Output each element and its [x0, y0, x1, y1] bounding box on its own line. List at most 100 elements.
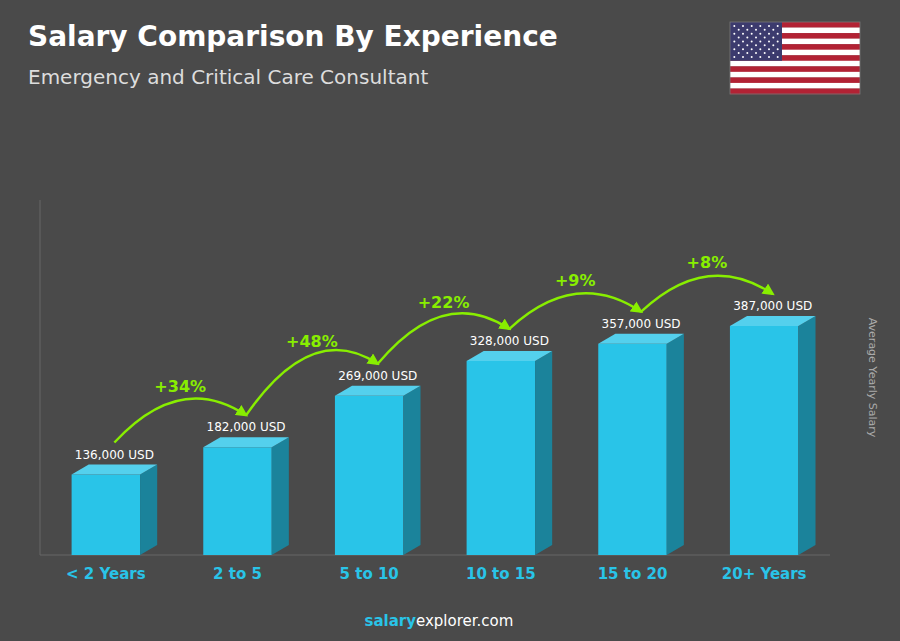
- bar-group: [203, 437, 289, 555]
- flag-star: [733, 56, 735, 58]
- flag-stripe: [730, 72, 860, 78]
- x-tick-label: 5 to 10: [340, 565, 399, 583]
- bar-group: [467, 351, 553, 555]
- flag-star: [742, 48, 744, 50]
- bar: [730, 326, 798, 555]
- flag-star: [742, 56, 744, 58]
- bar: [598, 344, 666, 555]
- flag-star: [751, 56, 753, 58]
- chart-container: Salary Comparison By ExperienceEmergency…: [0, 0, 900, 641]
- flag-star: [738, 29, 740, 31]
- flag-star: [742, 40, 744, 42]
- flag-star: [759, 33, 761, 35]
- bar-group: [72, 465, 158, 555]
- labels: 136,000 USD < 2 Years 182,000 USD 2 to 5 269…: [66, 299, 812, 583]
- flag-star: [759, 25, 761, 27]
- x-axis-line: [40, 555, 830, 556]
- flag-star: [777, 48, 779, 50]
- bar-top: [730, 316, 816, 326]
- x-tick-label: 10 to 15: [466, 565, 536, 583]
- flag-star: [772, 37, 774, 39]
- flag: [730, 22, 860, 94]
- change-label: +22%: [418, 293, 470, 312]
- flag-star: [755, 37, 757, 39]
- flag-star: [738, 44, 740, 46]
- flag-star: [764, 44, 766, 46]
- value-label: 269,000 USD: [338, 369, 417, 383]
- flag-star: [772, 29, 774, 31]
- flag-star: [777, 40, 779, 42]
- bar: [72, 475, 140, 555]
- flag-star: [777, 33, 779, 35]
- bar-side: [403, 386, 420, 555]
- flag-star: [772, 52, 774, 54]
- flag-star: [768, 25, 770, 27]
- footer: salary: [365, 612, 417, 630]
- flag-star: [759, 56, 761, 58]
- footer: explorer.com: [416, 612, 513, 630]
- flag-star: [759, 40, 761, 42]
- flag-star: [746, 44, 748, 46]
- flag-star: [764, 52, 766, 54]
- flag-canton: [730, 22, 782, 61]
- x-tick-label: 2 to 5: [213, 565, 262, 583]
- flag-star: [738, 37, 740, 39]
- flag-star: [777, 56, 779, 58]
- flag-star: [733, 33, 735, 35]
- flag-star: [764, 37, 766, 39]
- flag-star: [751, 48, 753, 50]
- flag-star: [759, 48, 761, 50]
- bar-group: [335, 386, 421, 555]
- flag-star: [768, 33, 770, 35]
- flag-stripe: [730, 83, 860, 89]
- subtitle: Emergency and Critical Care Consultant: [28, 65, 428, 89]
- flag-star: [742, 25, 744, 27]
- flag-star: [733, 48, 735, 50]
- flag-star: [742, 33, 744, 35]
- flag-stripe: [730, 61, 860, 67]
- bar-top: [72, 465, 158, 475]
- flag-star: [733, 25, 735, 27]
- y-axis-line: [40, 200, 41, 555]
- flag-star: [755, 52, 757, 54]
- change-label: +8%: [687, 253, 728, 272]
- change-arrow: [246, 350, 378, 415]
- flag-star: [768, 56, 770, 58]
- change-label: +9%: [555, 271, 596, 290]
- flag-star: [738, 52, 740, 54]
- x-tick-label: < 2 Years: [66, 565, 146, 583]
- bar-side: [667, 334, 684, 555]
- bar-top: [467, 351, 553, 361]
- value-label: 136,000 USD: [75, 448, 154, 462]
- value-label: 182,000 USD: [207, 420, 286, 434]
- change-arrow: [378, 313, 510, 364]
- flag-stripe: [730, 88, 860, 94]
- flag-star: [768, 48, 770, 50]
- bar-side: [535, 351, 552, 555]
- flag-star: [751, 25, 753, 27]
- flag-star: [746, 37, 748, 39]
- bar-side: [140, 465, 157, 555]
- bar: [335, 396, 403, 555]
- bar-top: [598, 334, 684, 344]
- bar-side: [272, 437, 289, 555]
- flag-star: [755, 29, 757, 31]
- x-tick-label: 15 to 20: [598, 565, 668, 583]
- flag-star: [772, 44, 774, 46]
- flag-star: [751, 33, 753, 35]
- value-label: 328,000 USD: [470, 334, 549, 348]
- y-axis-label: Average Yearly Salary: [866, 318, 879, 438]
- value-label: 357,000 USD: [602, 317, 681, 331]
- change-label: +48%: [286, 332, 338, 351]
- flag-star: [751, 40, 753, 42]
- change-arrow: [509, 293, 641, 329]
- x-tick-label: 20+ Years: [722, 565, 807, 583]
- flag-stripe: [730, 66, 860, 72]
- bar-group: [730, 316, 816, 555]
- bar-top: [203, 437, 289, 447]
- bars: [72, 316, 816, 555]
- value-label: 387,000 USD: [733, 299, 812, 313]
- change-arrow: [641, 276, 773, 312]
- flag-star: [777, 25, 779, 27]
- flag-border: [730, 22, 860, 94]
